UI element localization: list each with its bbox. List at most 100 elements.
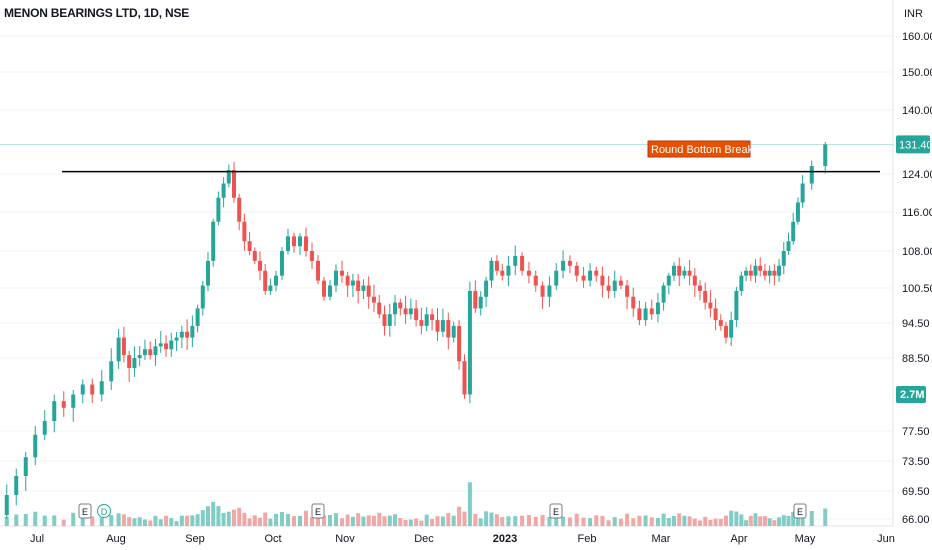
candle-body: [200, 285, 205, 309]
candle-body: [708, 302, 713, 309]
volume-tag: 2.7M: [896, 386, 926, 403]
earnings-marker[interactable]: [311, 503, 325, 519]
volume-bar: [600, 515, 605, 526]
volume-bar: [132, 518, 137, 526]
event-marker-label: E: [82, 507, 88, 517]
y-tick-label: 124.00: [902, 169, 932, 181]
price-axis[interactable]: INR 160.00 150.00 140.00 124.00 116.00 108.00…: [902, 8, 932, 526]
volume-bar: [795, 511, 800, 526]
volume-bar: [121, 514, 126, 526]
candle-body: [393, 302, 398, 315]
volume-bar: [345, 514, 350, 526]
candle-body: [258, 260, 262, 271]
candle-body: [791, 221, 796, 242]
volume-bar: [692, 518, 697, 526]
volume-bar: [142, 519, 147, 526]
candle-body: [713, 308, 718, 321]
volume-bar: [526, 515, 531, 526]
volume-bar: [800, 514, 805, 526]
candle-body: [744, 270, 749, 276]
volume-bar: [263, 512, 268, 526]
volume-bar: [506, 516, 511, 526]
candle-body: [185, 331, 190, 338]
candle-body: [800, 183, 805, 203]
candle-body: [606, 285, 611, 291]
candle-body: [71, 394, 76, 408]
volume-bar: [649, 517, 654, 526]
earnings-marker[interactable]: [793, 503, 807, 519]
earnings-marker[interactable]: [549, 503, 563, 519]
candle-body: [451, 325, 456, 338]
volume-bar: [356, 513, 361, 526]
last-price-tag: 131.40: [896, 135, 932, 154]
candle-body: [247, 241, 252, 251]
candle-body: [158, 343, 163, 347]
y-tick-label: 160.00: [902, 31, 932, 43]
volume-bar: [286, 513, 290, 526]
candle-body: [137, 355, 142, 358]
volume-bar: [631, 518, 636, 526]
volume-bar: [467, 482, 472, 526]
candle-body: [500, 270, 505, 276]
candle-body: [762, 270, 767, 276]
time-axis[interactable]: Jul Aug Sep Oct Nov Dec 2023 Feb Mar Apr May Jun: [30, 533, 895, 545]
volume-bar: [708, 519, 713, 526]
candle-body: [554, 270, 559, 286]
volume-bar: [304, 510, 308, 526]
volume-bar: [71, 512, 76, 526]
x-tick-label: Nov: [335, 533, 355, 545]
candle-body: [132, 358, 137, 368]
candle-body: [322, 280, 326, 297]
volume-bar: [382, 516, 387, 526]
candle-body: [637, 308, 642, 321]
candle-body: [356, 280, 361, 291]
candle-body: [211, 221, 216, 261]
volume-bar: [419, 520, 424, 526]
volume-bar: [398, 517, 403, 526]
volume-bar: [561, 516, 566, 526]
event-marker-label: E: [797, 507, 803, 517]
candle-body: [263, 270, 268, 291]
volume-bar: [823, 508, 828, 526]
volume-bar: [625, 513, 630, 526]
candle-body: [772, 270, 777, 276]
candle-body: [739, 275, 744, 291]
candle-body: [4, 495, 9, 515]
volume-bar: [153, 515, 158, 526]
candle-body: [513, 255, 518, 266]
volume-bar: [23, 513, 28, 526]
volume-bar: [494, 514, 499, 526]
candle-body: [148, 349, 153, 356]
candle-body: [526, 270, 531, 276]
candle-body: [340, 270, 344, 276]
candle-body: [298, 236, 302, 247]
candle-body: [42, 421, 47, 435]
candle-body: [286, 236, 290, 251]
candle-body: [127, 355, 132, 368]
candle-body: [767, 270, 772, 276]
candle-body: [169, 340, 174, 350]
y-tick-label: 66.00: [902, 514, 930, 526]
volume-bar: [328, 514, 332, 526]
last-price-label: 131.40: [899, 139, 932, 151]
x-tick-label: Jul: [30, 533, 44, 545]
candle-body: [520, 255, 525, 271]
dividend-marker[interactable]: [97, 504, 111, 518]
candle-body: [506, 265, 511, 276]
volume-bar: [594, 515, 599, 526]
earnings-marker[interactable]: [78, 503, 92, 519]
candle-body: [408, 308, 413, 315]
y-tick-label: 88.50: [902, 353, 930, 365]
volume-bar: [387, 515, 392, 526]
candle-body: [419, 320, 424, 326]
candle-body: [795, 202, 800, 222]
candles: [4, 141, 828, 519]
volume-bar: [200, 510, 205, 526]
candle-body: [729, 320, 734, 338]
candle-body: [631, 296, 636, 309]
volume-bar: [242, 512, 247, 526]
volume-bar: [643, 515, 648, 526]
x-tick-label: Dec: [414, 533, 434, 545]
